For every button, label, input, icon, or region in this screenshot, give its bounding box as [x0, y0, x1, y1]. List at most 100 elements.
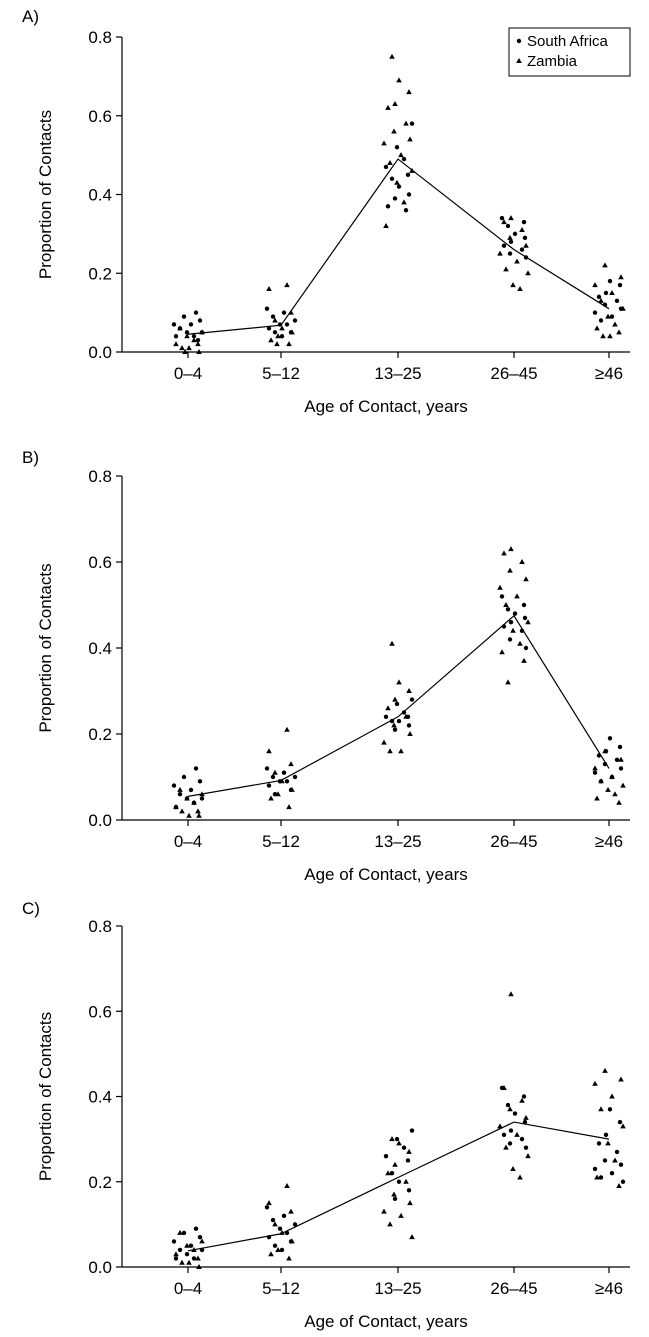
data-point-south-africa [614, 298, 620, 304]
x-tick-label: 13–25 [374, 1279, 421, 1298]
legend-marker-triangle [516, 58, 522, 63]
data-point-zambia [519, 226, 525, 232]
data-point-south-africa [193, 1226, 199, 1231]
x-tick-label: ≥46 [595, 832, 623, 851]
data-point-south-africa [281, 770, 287, 775]
data-point-zambia [179, 1259, 185, 1265]
data-point-zambia [184, 333, 190, 339]
data-point-zambia [612, 791, 618, 797]
data-point-zambia [186, 812, 192, 818]
data-point-zambia [403, 1178, 409, 1184]
data-point-south-africa [618, 1162, 624, 1167]
data-point-zambia [179, 808, 185, 814]
data-point-south-africa [383, 1153, 389, 1159]
data-point-zambia [173, 804, 179, 810]
data-point-zambia [389, 53, 395, 59]
data-point-zambia [401, 199, 407, 205]
data-point-zambia [266, 1200, 272, 1206]
data-point-south-africa [592, 310, 598, 315]
data-point-zambia [507, 234, 513, 240]
data-point-zambia [394, 179, 400, 185]
data-point-zambia [505, 679, 511, 685]
data-point-south-africa [505, 223, 511, 229]
data-point-zambia [525, 619, 531, 625]
data-point-south-africa [614, 757, 620, 762]
data-point-zambia [594, 1174, 600, 1180]
data-point-zambia [501, 219, 507, 225]
data-point-south-africa [409, 1128, 415, 1133]
x-tick-label: 5–12 [262, 832, 300, 851]
data-point-zambia [616, 329, 622, 335]
data-point-zambia [391, 128, 397, 134]
data-point-zambia [184, 795, 190, 801]
panel-label: B) [22, 448, 39, 467]
y-tick-label: 0.2 [88, 264, 112, 283]
data-point-south-africa [281, 310, 287, 315]
data-point-south-africa [617, 744, 623, 750]
y-tick-label: 0.2 [88, 725, 112, 744]
data-point-south-africa [523, 645, 529, 651]
data-point-zambia [186, 345, 192, 351]
x-tick-label: 0–4 [174, 364, 202, 383]
data-point-zambia [514, 258, 520, 264]
data-point-south-africa [519, 247, 525, 252]
data-point-south-africa [499, 215, 505, 221]
data-point-zambia [268, 1251, 274, 1257]
data-point-zambia [406, 688, 412, 693]
data-point-zambia [508, 546, 514, 552]
data-point-zambia [406, 1148, 412, 1154]
data-point-south-africa [592, 1166, 598, 1172]
y-tick-label: 0.6 [88, 107, 112, 126]
data-point-south-africa [292, 1222, 298, 1227]
data-point-south-africa [603, 290, 609, 296]
y-tick-label: 0.6 [88, 1002, 112, 1021]
data-point-zambia [191, 799, 197, 805]
data-point-zambia [177, 786, 183, 792]
data-point-zambia [592, 282, 598, 288]
x-tick-label: 0–4 [174, 832, 202, 851]
x-tick-label: ≥46 [595, 364, 623, 383]
data-point-zambia [523, 576, 529, 582]
data-point-south-africa [403, 208, 409, 213]
data-point-zambia [407, 731, 413, 736]
data-point-zambia [507, 567, 513, 573]
data-point-zambia [521, 657, 527, 663]
data-point-zambia [288, 1208, 294, 1214]
data-point-zambia [385, 705, 391, 711]
data-point-zambia [392, 696, 398, 702]
x-tick-label: 5–12 [262, 364, 300, 383]
x-tick-label: 13–25 [374, 832, 421, 851]
data-point-zambia [177, 325, 183, 331]
data-point-south-africa [405, 172, 411, 178]
data-point-zambia [275, 1246, 281, 1252]
x-tick-label: 26–45 [490, 832, 537, 851]
data-point-zambia [592, 1080, 598, 1086]
y-tick-label: 0.4 [88, 639, 112, 658]
data-point-south-africa [607, 1107, 613, 1112]
data-point-zambia [517, 1174, 523, 1180]
data-point-zambia [605, 1140, 611, 1146]
data-point-south-africa [401, 156, 407, 162]
data-point-zambia [196, 349, 202, 354]
data-point-zambia [618, 1076, 624, 1082]
data-point-zambia [409, 1234, 415, 1240]
data-point-south-africa [177, 792, 183, 797]
data-point-zambia [602, 748, 608, 754]
data-point-zambia [525, 1153, 531, 1159]
data-point-south-africa [394, 1136, 400, 1142]
data-point-zambia [612, 1157, 618, 1163]
data-point-zambia [517, 640, 523, 646]
data-point-south-africa [409, 121, 415, 126]
data-point-zambia [387, 1221, 393, 1227]
data-point-zambia [391, 1191, 397, 1197]
data-point-zambia [387, 748, 393, 754]
data-point-zambia [266, 748, 272, 754]
data-point-zambia [396, 1140, 402, 1146]
data-point-zambia [501, 1084, 507, 1090]
y-axis-label: Proportion of Contacts [36, 110, 55, 279]
data-point-zambia [592, 765, 598, 771]
data-point-zambia [195, 808, 201, 814]
data-point-zambia [525, 270, 531, 276]
data-point-south-africa [277, 1226, 283, 1231]
